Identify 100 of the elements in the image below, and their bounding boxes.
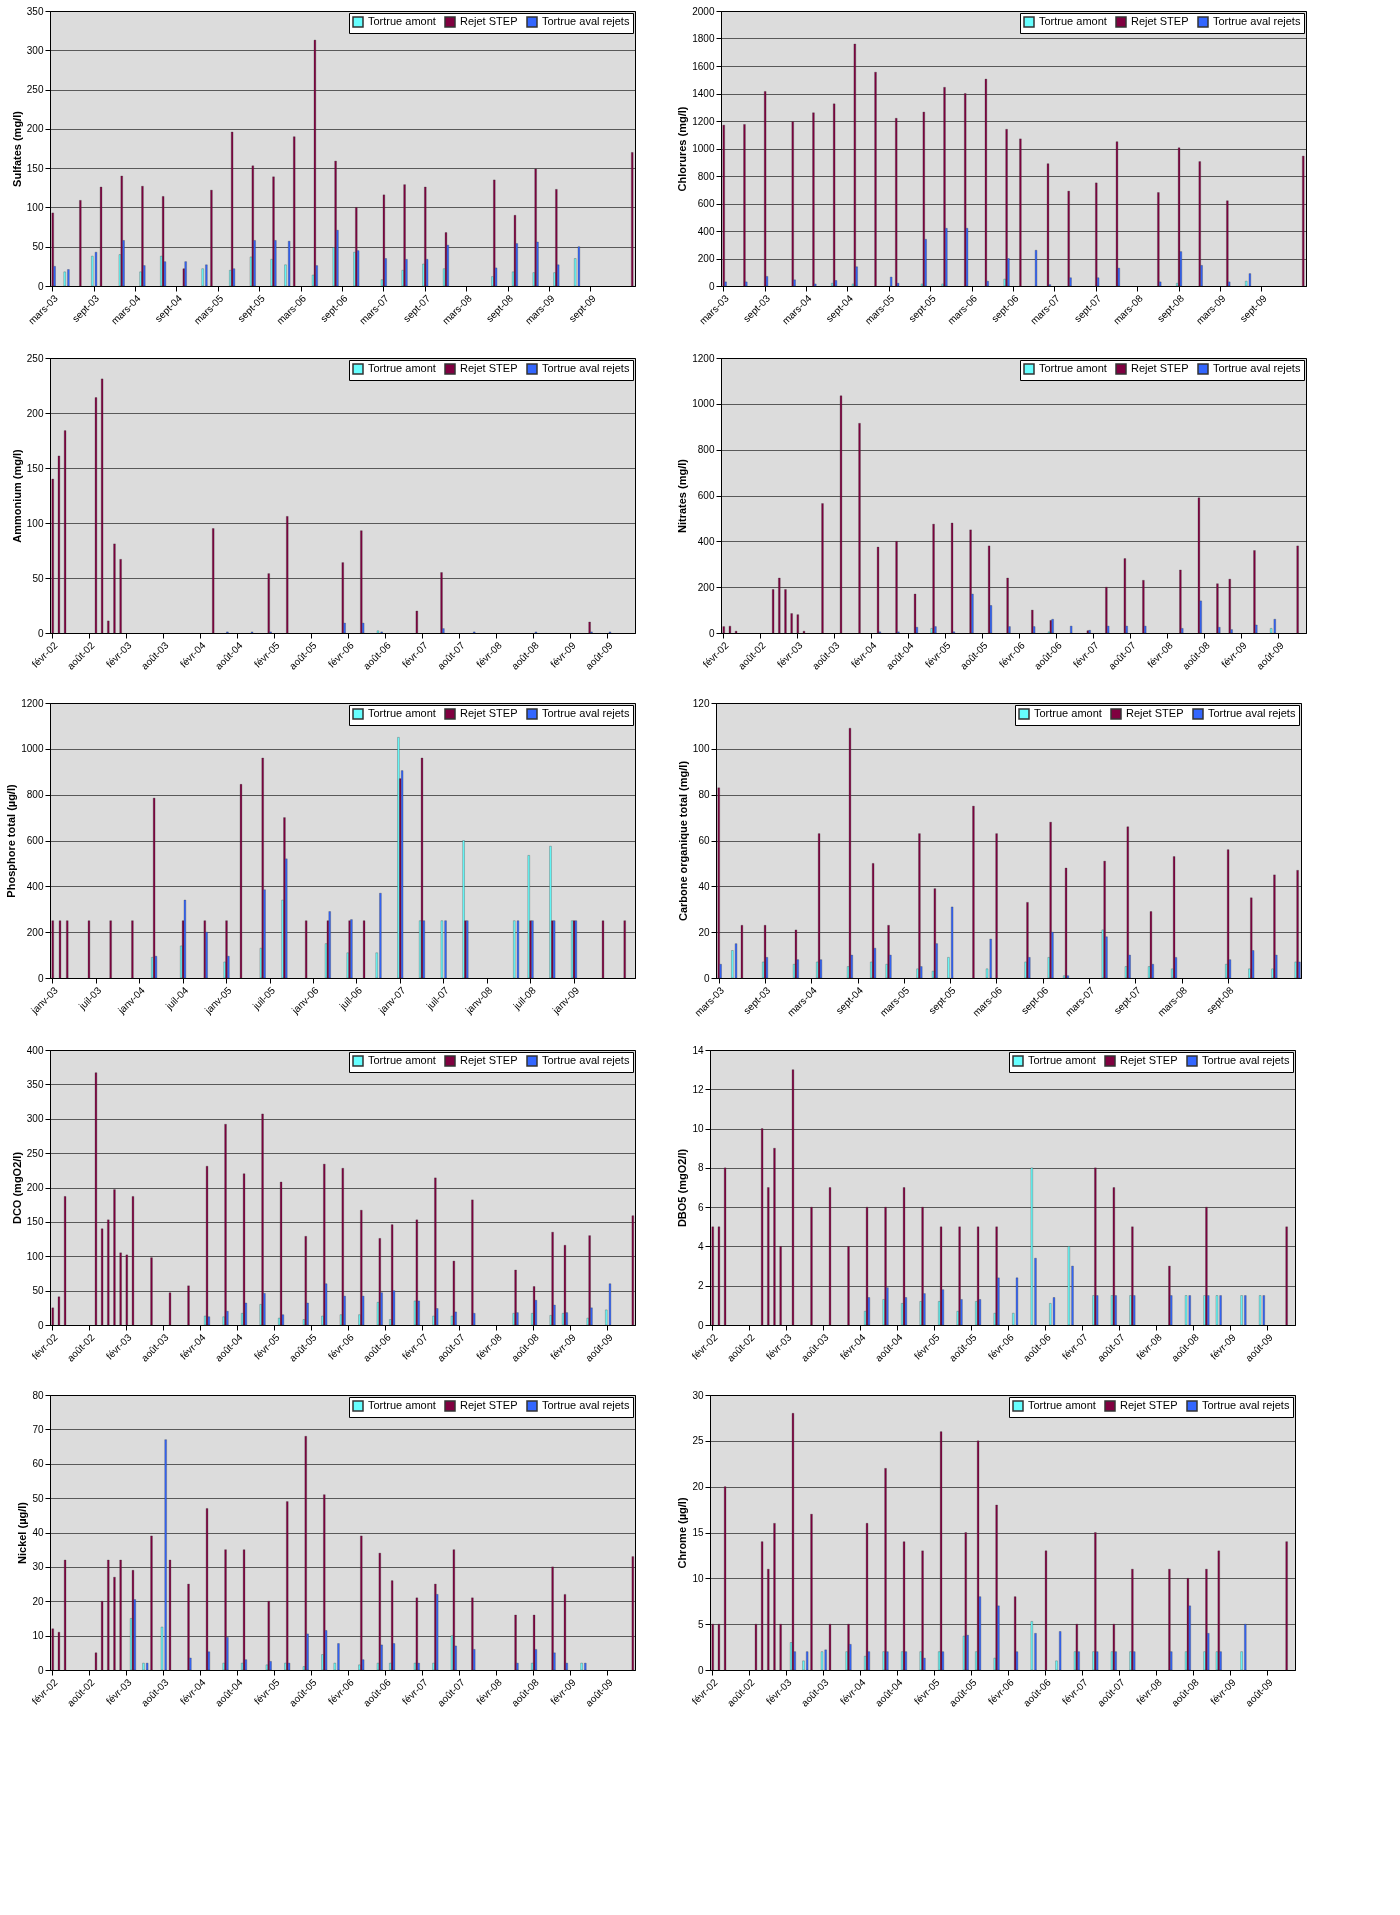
y-tick-label: 350 bbox=[26, 1078, 44, 1090]
y-tick-label: 200 bbox=[26, 1182, 44, 1193]
y-tick-label: 120 bbox=[692, 697, 710, 709]
y-tick-label: 40 bbox=[698, 880, 710, 892]
y-tick-label: 80 bbox=[698, 789, 710, 801]
y-axis-title: DCO (mgO2/l) bbox=[10, 1151, 23, 1225]
y-tick-label: 8 bbox=[697, 1162, 704, 1174]
y-tick-label: 10 bbox=[32, 1630, 44, 1642]
legend-label: Tortrue amont bbox=[368, 1054, 436, 1066]
y-tick-label: 60 bbox=[32, 1458, 44, 1470]
y-tick-label: 1800 bbox=[692, 33, 715, 44]
y-tick-label: 600 bbox=[697, 490, 715, 501]
y-tick-label: 600 bbox=[697, 198, 715, 209]
y-tick-label: 100 bbox=[692, 743, 710, 755]
y-tick-label: 20 bbox=[698, 926, 710, 938]
y-tick-label: 0 bbox=[697, 1664, 704, 1676]
y-tick-label: 200 bbox=[697, 581, 715, 593]
y-tick-label: 300 bbox=[26, 1113, 44, 1125]
y-tick-label: 50 bbox=[32, 241, 44, 253]
legend-label: Tortrue amont bbox=[1028, 1054, 1096, 1066]
y-axis-title: DBO5 (mgO2/l) bbox=[676, 1148, 689, 1228]
y-tick-label: 80 bbox=[32, 1389, 44, 1401]
y-tick-label: 50 bbox=[32, 1285, 44, 1297]
y-tick-label: 400 bbox=[26, 1044, 44, 1056]
y-tick-label: 1000 bbox=[692, 143, 715, 154]
y-tick-label: 600 bbox=[26, 835, 44, 846]
y-tick-label: 1200 bbox=[692, 115, 715, 127]
y-tick-label: 0 bbox=[697, 1319, 704, 1331]
legend-label: Tortrue amont bbox=[1028, 1399, 1096, 1411]
y-tick-label: 1600 bbox=[692, 60, 715, 72]
y-tick-label: 15 bbox=[692, 1527, 704, 1538]
y-tick-label: 800 bbox=[697, 444, 715, 456]
y-tick-label: 150 bbox=[26, 1216, 44, 1228]
y-tick-label: 1000 bbox=[692, 398, 715, 410]
y-axis-title: Ammonium (mg/l) bbox=[10, 448, 23, 543]
legend-label: Rejet STEP bbox=[460, 15, 518, 27]
y-tick-label: 200 bbox=[26, 926, 44, 938]
legend-label: Rejet STEP bbox=[460, 362, 518, 374]
legend-label: Tortrue aval rejets bbox=[1213, 15, 1301, 27]
y-tick-label: 1200 bbox=[21, 697, 44, 709]
y-tick-label: 0 bbox=[703, 972, 710, 984]
y-tick-label: 1400 bbox=[692, 88, 715, 99]
y-tick-label: 100 bbox=[26, 517, 44, 529]
legend-label: Tortrue amont bbox=[1039, 362, 1107, 374]
legend-label: Tortrue aval rejets bbox=[542, 707, 630, 719]
legend-label: Tortrue amont bbox=[368, 362, 436, 374]
y-tick-label: 20 bbox=[32, 1595, 44, 1607]
y-tick-label: 30 bbox=[32, 1561, 44, 1573]
y-tick-label: 0 bbox=[708, 280, 715, 292]
legend-label: Tortrue aval rejets bbox=[1202, 1054, 1290, 1066]
y-tick-label: 40 bbox=[32, 1527, 44, 1538]
y-tick-label: 14 bbox=[692, 1044, 704, 1056]
y-tick-label: 0 bbox=[37, 972, 44, 984]
y-tick-label: 150 bbox=[26, 462, 44, 474]
y-tick-label: 2 bbox=[697, 1280, 704, 1292]
y-tick-label: 100 bbox=[26, 201, 44, 213]
y-tick-label: 30 bbox=[692, 1389, 704, 1401]
y-tick-label: 70 bbox=[32, 1423, 44, 1435]
legend-label: Tortrue aval rejets bbox=[542, 362, 630, 374]
y-tick-label: 250 bbox=[26, 352, 44, 364]
legend-label: Tortrue aval rejets bbox=[1202, 1399, 1290, 1411]
y-tick-label: 0 bbox=[37, 627, 44, 639]
y-tick-label: 150 bbox=[26, 162, 44, 174]
y-tick-label: 1200 bbox=[692, 352, 715, 364]
y-axis-title: Carbone organique total (mg/l) bbox=[676, 760, 689, 922]
y-tick-label: 20 bbox=[692, 1481, 704, 1493]
y-axis-title: Nickel (µg/l) bbox=[16, 1501, 29, 1564]
y-axis-title: Chrome (µg/l) bbox=[676, 1497, 689, 1569]
y-tick-label: 1000 bbox=[21, 743, 44, 755]
y-axis-title: Sulfates (mg/l) bbox=[10, 110, 23, 187]
y-tick-label: 50 bbox=[32, 1492, 44, 1504]
y-tick-label: 800 bbox=[697, 170, 715, 182]
y-tick-label: 10 bbox=[692, 1572, 704, 1584]
y-tick-label: 5 bbox=[697, 1618, 704, 1630]
legend-label: Rejet STEP bbox=[1120, 1054, 1178, 1066]
legend-label: Tortrue amont bbox=[368, 1399, 436, 1411]
y-tick-label: 200 bbox=[697, 253, 715, 264]
y-tick-label: 0 bbox=[37, 280, 44, 292]
y-tick-label: 0 bbox=[37, 1664, 44, 1676]
legend-label: Rejet STEP bbox=[1131, 15, 1189, 27]
y-tick-label: 60 bbox=[698, 835, 710, 846]
y-tick-label: 800 bbox=[26, 789, 44, 801]
y-tick-label: 200 bbox=[26, 123, 44, 135]
legend-label: Rejet STEP bbox=[460, 707, 518, 719]
legend-label: Tortrue aval rejets bbox=[1213, 362, 1301, 374]
y-tick-label: 400 bbox=[697, 225, 715, 237]
y-tick-label: 300 bbox=[26, 44, 44, 56]
y-axis-title: Phosphore total (µg/l) bbox=[5, 784, 18, 898]
legend-label: Tortrue amont bbox=[368, 707, 436, 719]
y-axis-title: Chlorures (mg/l) bbox=[676, 106, 689, 192]
y-tick-label: 250 bbox=[26, 1147, 44, 1159]
y-tick-label: 2000 bbox=[692, 5, 715, 17]
legend-label: Tortrue aval rejets bbox=[542, 15, 630, 27]
y-tick-label: 4 bbox=[697, 1240, 704, 1252]
legend-label: Tortrue amont bbox=[1039, 15, 1107, 27]
legend-label: Tortrue aval rejets bbox=[542, 1399, 630, 1411]
y-tick-label: 400 bbox=[26, 880, 44, 892]
legend-label: Tortrue amont bbox=[368, 15, 436, 27]
legend-label: Rejet STEP bbox=[460, 1399, 518, 1411]
y-tick-label: 10 bbox=[692, 1123, 704, 1135]
